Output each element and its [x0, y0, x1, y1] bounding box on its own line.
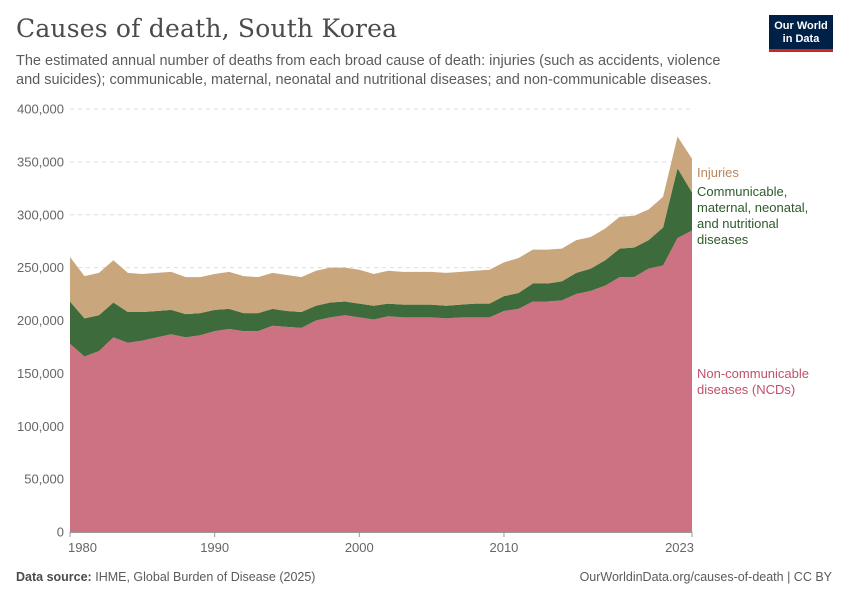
logo-line-1: Our World	[774, 20, 828, 32]
y-tick-label: 150,000	[17, 366, 64, 381]
label-injuries: Injuries	[697, 165, 739, 180]
label-communicable-line: and nutritional	[697, 216, 779, 231]
x-tick-label: 2000	[345, 540, 374, 555]
area-injuries[interactable]	[70, 136, 692, 319]
area-communicable[interactable]	[70, 168, 692, 357]
data-source: Data source: IHME, Global Burden of Dise…	[16, 570, 315, 584]
y-tick-label: 250,000	[17, 260, 64, 275]
label-ncd-line: diseases (NCDs)	[697, 382, 795, 397]
y-tick-label: 400,000	[17, 102, 64, 117]
label-communicable-line: diseases	[697, 232, 749, 247]
label-communicable: Communicable, maternal, neonatal, and nutr…	[697, 184, 808, 247]
chart-title: Causes of death, South Korea	[16, 14, 398, 43]
label-injuries-line: Injuries	[697, 165, 739, 180]
y-tick-label: 200,000	[17, 313, 64, 328]
y-tick-label: 50,000	[24, 472, 64, 487]
stacked-area-chart[interactable]: 0 50,000 100,000 150,000 200,000 250,000 300,0…	[0, 0, 850, 560]
series-labels: Injuries Communicable, maternal, neonatal,…	[697, 165, 809, 397]
logo-accent-bar	[769, 49, 833, 52]
owid-logo[interactable]: Our World in Data	[769, 15, 833, 52]
label-communicable-line: maternal, neonatal,	[697, 200, 808, 215]
x-axis: 1980 1990 2000 2010 2023	[68, 532, 694, 555]
y-tick-label: 350,000	[17, 154, 64, 169]
chart-subtitle: The estimated annual number of deaths fr…	[16, 53, 721, 88]
logo-line-2: in Data	[782, 32, 820, 45]
y-axis: 0 50,000 100,000 150,000 200,000 250,000 300,0…	[17, 102, 64, 540]
source-url-link[interactable]: OurWorldinData.org/causes-of-death | CC …	[579, 570, 832, 584]
label-ncd: Non-communicable diseases (NCDs)	[697, 366, 809, 397]
label-ncd-line: Non-communicable	[697, 366, 809, 381]
x-tick-label: 2010	[489, 540, 518, 555]
data-source-label: Data source:	[16, 570, 92, 584]
data-source-text: IHME, Global Burden of Disease (2025)	[95, 570, 316, 584]
y-tick-label: 300,000	[17, 207, 64, 222]
x-tick-label: 1980	[68, 540, 97, 555]
label-communicable-line: Communicable,	[697, 184, 787, 199]
y-tick-label: 100,000	[17, 419, 64, 434]
area-ncd[interactable]	[70, 230, 692, 533]
area-series[interactable]	[70, 136, 692, 533]
y-tick-label: 0	[57, 525, 64, 540]
x-tick-label: 2023	[665, 540, 694, 555]
x-tick-label: 1990	[200, 540, 229, 555]
